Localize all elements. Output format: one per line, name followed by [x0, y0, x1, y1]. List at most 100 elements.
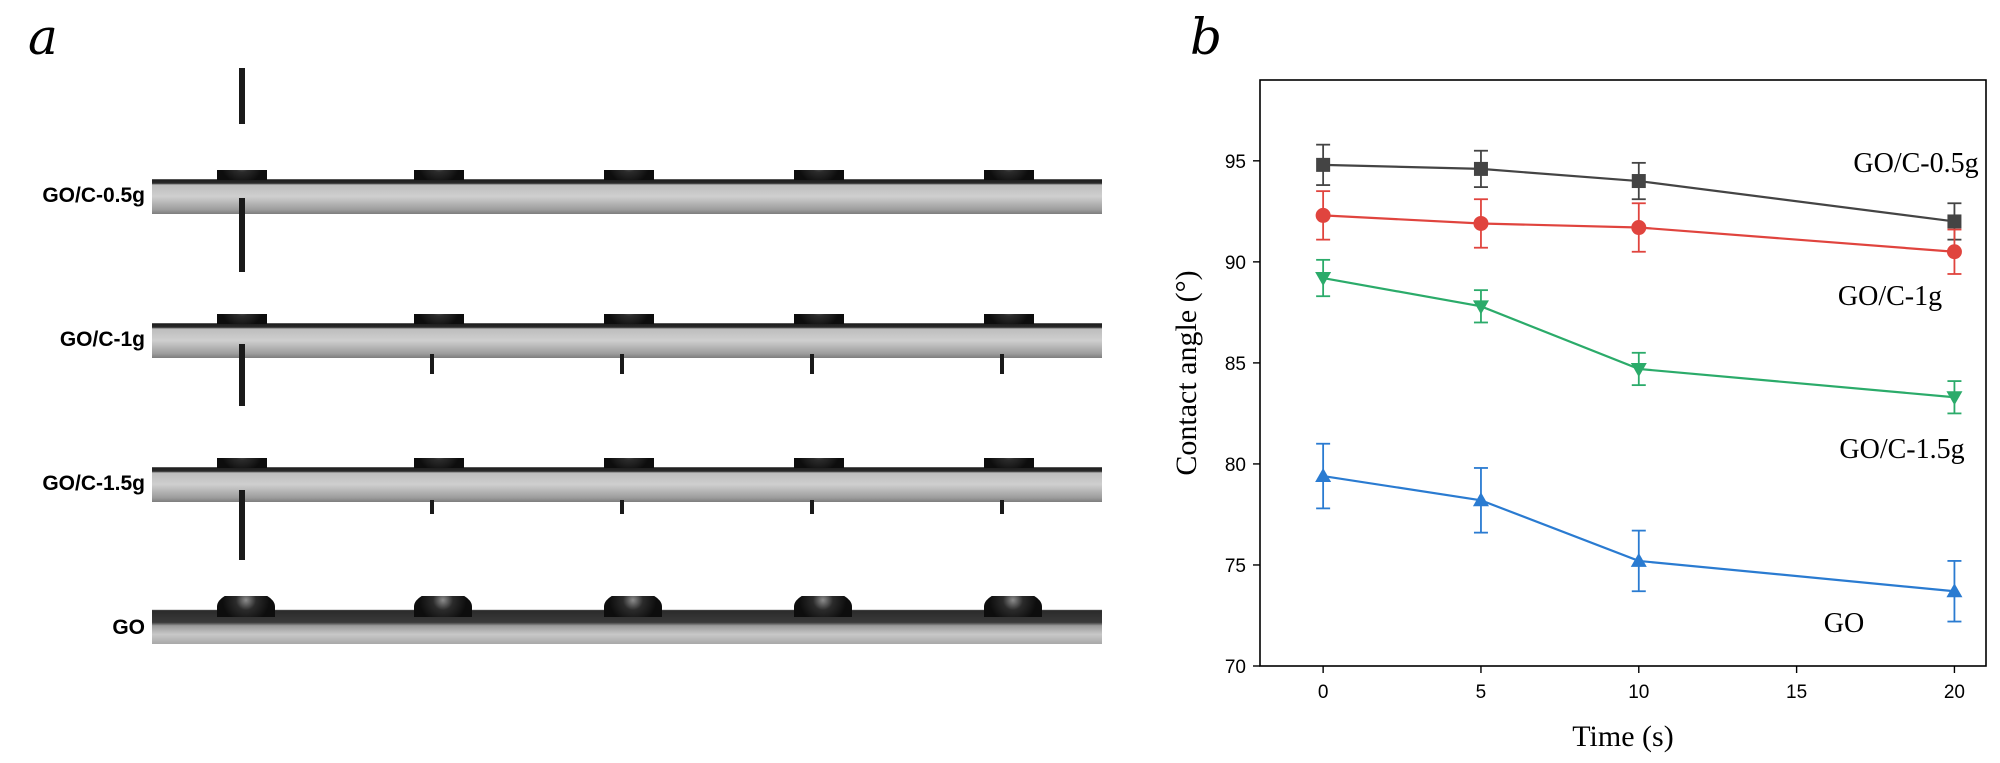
row-label-go-c-1-5g: GO/C-1.5g — [42, 472, 145, 495]
x-tick-label: 20 — [1944, 682, 1965, 703]
droplet-photo — [912, 170, 1102, 214]
series-label: GO/C-1.5g — [1839, 434, 1964, 465]
syringe-needle — [239, 68, 245, 124]
plot-frame — [1259, 79, 1987, 667]
series-line — [1322, 474, 1955, 593]
droplet-photo — [532, 458, 722, 502]
droplet-photo — [342, 170, 532, 214]
y-tick-label: 95 — [1225, 152, 1246, 173]
row-label-go-c-1g: GO/C-1g — [59, 328, 145, 351]
water-droplet — [217, 458, 267, 468]
water-droplet — [217, 596, 275, 617]
water-droplet — [984, 596, 1042, 617]
droplet-photo — [342, 458, 532, 502]
data-point — [1631, 174, 1646, 189]
data-point — [1630, 552, 1647, 567]
data-point — [1473, 215, 1489, 231]
syringe-needle — [620, 354, 624, 374]
row-label-go: GO — [112, 616, 145, 639]
panel-b-letter: b — [1190, 8, 1223, 66]
data-point — [1946, 244, 1962, 260]
droplet-photo — [532, 314, 722, 358]
syringe-needle — [1000, 354, 1004, 374]
series-label: GO — [1824, 608, 1864, 639]
water-droplet — [604, 458, 654, 468]
water-droplet — [217, 314, 267, 324]
series-line — [1323, 214, 1955, 253]
water-droplet — [414, 596, 472, 617]
droplet-photo — [342, 314, 532, 358]
series-label: GO/C-1g — [1838, 281, 1942, 312]
data-point — [1315, 468, 1332, 483]
syringe-needle — [239, 344, 245, 406]
droplet-strip — [152, 458, 1102, 502]
syringe-needle — [430, 500, 434, 514]
droplet-photo — [722, 170, 912, 214]
droplet-photo — [532, 170, 722, 214]
data-point — [1315, 207, 1331, 223]
droplet-photo — [152, 458, 342, 502]
data-point — [1315, 272, 1332, 287]
droplet-photo — [722, 314, 912, 358]
data-point — [1946, 583, 1963, 598]
water-droplet — [414, 458, 464, 468]
x-tick-label: 0 — [1318, 682, 1329, 703]
data-point — [1631, 220, 1647, 236]
data-point — [1473, 161, 1488, 176]
droplet-photo — [912, 314, 1102, 358]
water-droplet — [604, 170, 654, 180]
water-droplet — [794, 458, 844, 468]
droplet-photo — [722, 596, 912, 644]
data-point — [1472, 492, 1489, 507]
syringe-needle — [1000, 500, 1004, 514]
droplet-photo — [532, 596, 722, 644]
water-droplet — [414, 170, 464, 180]
water-droplet — [414, 314, 464, 324]
water-droplet — [794, 596, 852, 617]
water-droplet — [984, 458, 1034, 468]
series-line — [1322, 276, 1955, 399]
water-droplet — [794, 170, 844, 180]
droplet-strip — [152, 170, 1102, 214]
data-point — [1472, 300, 1489, 315]
series-line — [1323, 163, 1955, 223]
syringe-needle — [810, 354, 814, 374]
y-tick-label: 80 — [1225, 455, 1246, 476]
data-point — [1947, 214, 1962, 229]
water-droplet — [604, 314, 654, 324]
row-label-go-c-0-5g: GO/C-0.5g — [42, 184, 145, 207]
water-droplet — [217, 170, 267, 180]
droplet-photo — [722, 458, 912, 502]
droplet-photo — [342, 596, 532, 644]
droplet-photo — [152, 596, 342, 644]
droplet-photo — [912, 458, 1102, 502]
droplet-photo — [152, 314, 342, 358]
data-point — [1630, 362, 1647, 377]
syringe-needle — [810, 500, 814, 514]
y-tick-label: 75 — [1225, 556, 1246, 577]
syringe-needle — [239, 490, 245, 560]
droplet-strip — [152, 596, 1102, 644]
water-droplet — [984, 314, 1034, 324]
y-tick-label: 85 — [1225, 354, 1246, 375]
syringe-needle — [430, 354, 434, 374]
panel-a-letter: a — [28, 8, 58, 66]
series-label: GO/C-0.5g — [1853, 148, 1978, 179]
x-tick-label: 10 — [1628, 682, 1649, 703]
y-axis-label: Contact angle (°) — [1170, 270, 1203, 475]
syringe-needle — [239, 198, 245, 272]
water-droplet — [604, 596, 662, 617]
x-axis-label: Time (s) — [1572, 720, 1673, 753]
droplet-photo — [912, 596, 1102, 644]
data-point — [1316, 157, 1331, 172]
droplet-strip — [152, 314, 1102, 358]
water-droplet — [984, 170, 1034, 180]
x-tick-label: 5 — [1476, 682, 1487, 703]
data-point — [1946, 391, 1963, 406]
x-tick-label: 15 — [1786, 682, 1807, 703]
water-droplet — [794, 314, 844, 324]
droplet-photo — [152, 170, 342, 214]
y-tick-label: 90 — [1225, 253, 1246, 274]
y-tick-label: 70 — [1225, 657, 1246, 678]
